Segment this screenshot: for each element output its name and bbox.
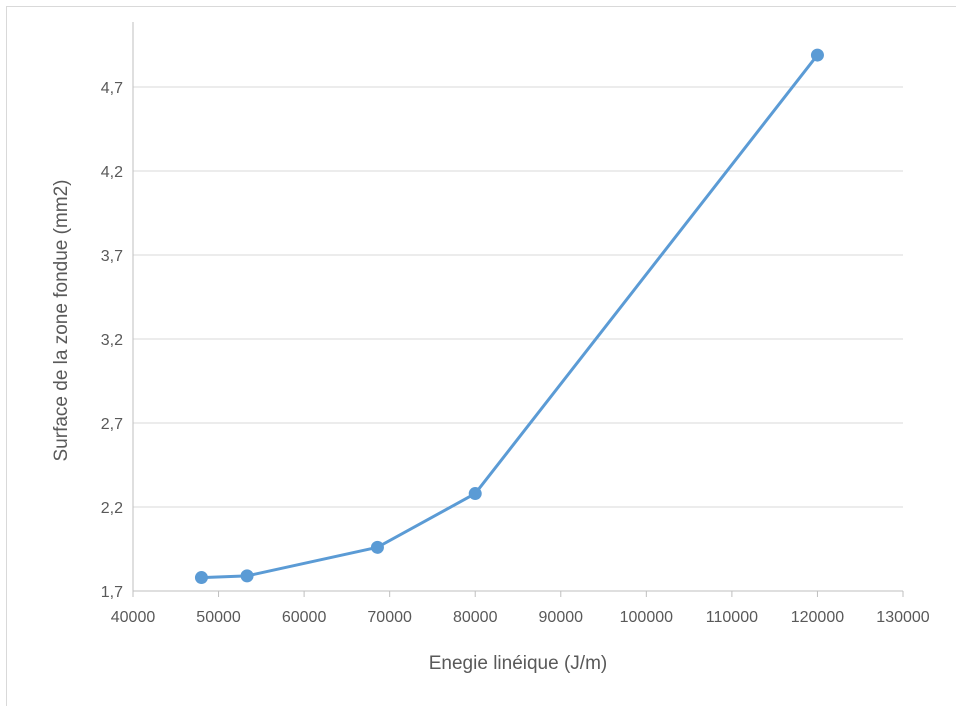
- chart-frame: [6, 6, 956, 706]
- x-tick-label: 100000: [620, 609, 673, 626]
- series-line: [201, 54, 819, 580]
- x-tick-label: 50000: [196, 609, 241, 626]
- x-tick-label: 70000: [367, 609, 412, 626]
- data-point: [370, 540, 384, 554]
- tick-labels: 1,7 2,2 2,7 3,2 3,7 4,2 4,7 40000 50000 60000 7000…: [101, 80, 930, 626]
- x-axis-title: Enegie linéique (J/m): [429, 653, 607, 674]
- x-tick-label: 120000: [791, 609, 844, 626]
- x-tick-label: 110000: [706, 609, 758, 626]
- y-tick-label: 2,7: [101, 416, 123, 433]
- y-tick-label: 1,7: [101, 584, 123, 601]
- y-tick-label: 3,2: [101, 332, 123, 349]
- y-axis-title: Surface de la zone fondue (mm2): [51, 180, 72, 462]
- gridlines: [133, 86, 903, 508]
- x-tick-label: 130000: [876, 609, 929, 626]
- x-tick-label: 40000: [111, 609, 156, 626]
- y-tick-label: 4,2: [101, 164, 123, 181]
- data-point: [468, 487, 482, 501]
- x-tick-label: 80000: [453, 609, 498, 626]
- series: [194, 48, 824, 585]
- x-tick-label: 90000: [539, 609, 584, 626]
- data-point: [810, 48, 824, 62]
- data-point: [240, 569, 254, 583]
- y-tick-label: 3,7: [101, 248, 123, 265]
- x-tick-label: 60000: [282, 609, 327, 626]
- data-point: [194, 571, 208, 585]
- y-tick-label: 2,2: [101, 500, 123, 517]
- axes: [132, 22, 904, 597]
- y-tick-label: 4,7: [101, 80, 123, 97]
